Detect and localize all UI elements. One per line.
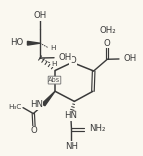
Text: O: O [103,39,110,48]
Text: H₃C: H₃C [8,104,22,110]
Text: OH: OH [58,53,72,62]
Text: H: H [51,61,57,67]
Text: OH₂: OH₂ [100,26,116,35]
Text: Abs: Abs [48,77,61,83]
Text: HN: HN [30,100,43,110]
Text: HN̂: HN̂ [65,111,78,120]
Text: O: O [69,56,76,65]
Text: NH: NH [65,141,78,151]
Text: OH: OH [33,11,47,20]
Text: HO: HO [10,38,23,47]
Text: H: H [50,45,55,51]
FancyBboxPatch shape [48,76,61,84]
Text: NH₂: NH₂ [89,124,105,133]
Polygon shape [42,91,55,106]
Text: OH: OH [124,54,137,63]
Text: O: O [30,126,37,135]
Polygon shape [27,41,40,45]
